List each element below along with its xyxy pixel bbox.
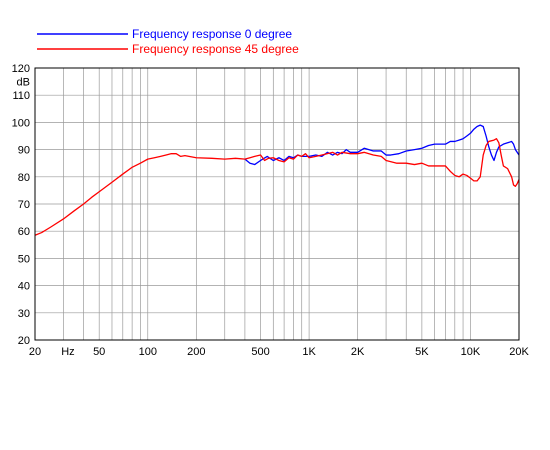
- x-tick-label: 500: [251, 346, 269, 358]
- series-layer: [34, 124, 520, 236]
- plot-frame: [34, 67, 520, 341]
- x-tick-label: 20: [29, 346, 41, 358]
- y-axis-unit: dB: [17, 77, 30, 89]
- series-line-0-degree: [244, 124, 520, 166]
- y-tick-label: 50: [18, 253, 30, 265]
- legend-entry: Frequency response 45 degree: [132, 42, 299, 56]
- x-tick-label: 20K: [509, 346, 529, 358]
- x-tick-label: 100: [139, 346, 157, 358]
- y-tick-label: 20: [18, 335, 30, 347]
- y-tick-label: 60: [18, 226, 30, 238]
- x-tick-label: 200: [187, 346, 205, 358]
- y-tick-label: 80: [18, 172, 30, 184]
- x-axis-unit: Hz: [61, 346, 74, 358]
- axis-labels: 20 50 100 200 500 1K 2K 5K 10K 20K 20 30 40 50 60 70 80 9…: [12, 63, 530, 358]
- y-tick-label: 110: [12, 90, 30, 102]
- x-tick-label: 5K: [415, 346, 429, 358]
- series-line-45-degree: [34, 138, 520, 236]
- y-tick-label: 30: [18, 308, 30, 320]
- x-tick-label: 50: [93, 346, 105, 358]
- y-tick-label: 40: [18, 281, 30, 293]
- x-tick-label: 2K: [351, 346, 365, 358]
- y-tick-label: 120: [12, 63, 30, 75]
- grid: [35, 68, 519, 340]
- x-tick-label: 1K: [302, 346, 316, 358]
- y-tick-label: 90: [18, 145, 30, 157]
- y-tick-label: 100: [12, 117, 30, 129]
- y-tick-label: 70: [18, 199, 30, 211]
- legend-entry: Frequency response 0 degree: [132, 27, 292, 41]
- x-tick-label: 10K: [461, 346, 481, 358]
